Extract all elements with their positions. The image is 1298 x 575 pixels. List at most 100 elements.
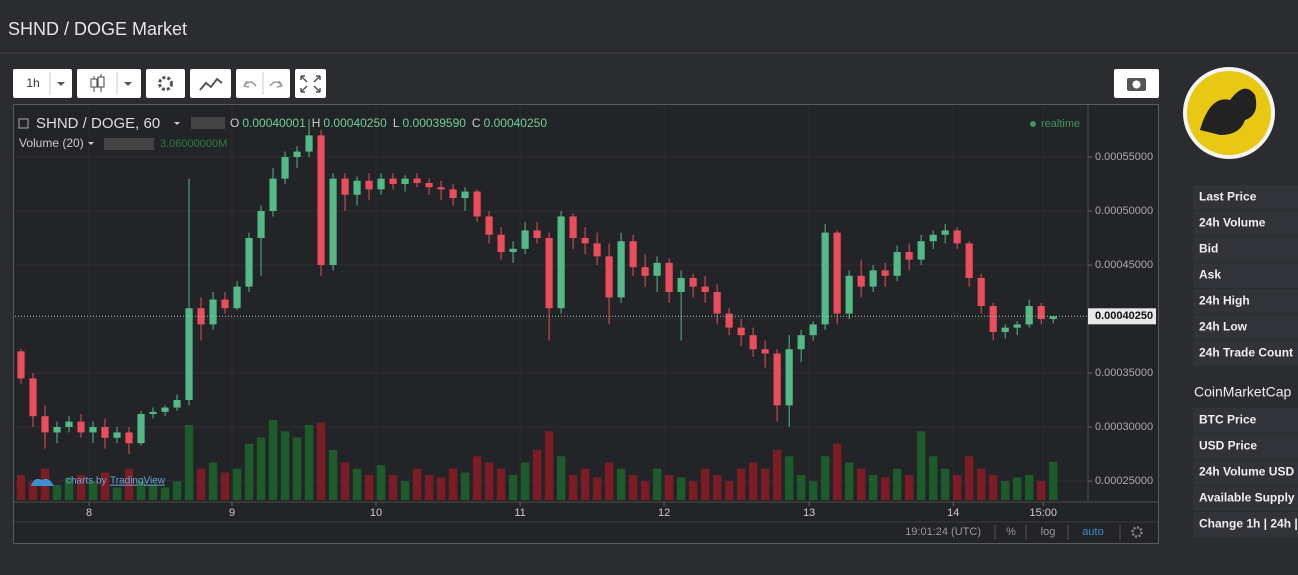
candle-body [221, 299, 229, 309]
ohlc-value: 0.00039590 [403, 116, 467, 130]
volume-bar [364, 475, 374, 500]
volume-bar [796, 475, 806, 500]
volume-bar [676, 477, 686, 500]
settings-icon[interactable] [1131, 526, 1143, 538]
candle-body [977, 277, 985, 307]
branding-prefix: charts by [66, 476, 107, 487]
volume-bar [1012, 477, 1022, 500]
ohlc-value: 0.00040001 [242, 116, 306, 130]
y-tick-label: 0.00035000 [1095, 367, 1153, 379]
volume-bar [112, 487, 122, 500]
candle-body [557, 216, 565, 309]
volume-bar [28, 481, 38, 500]
info-row [1193, 460, 1298, 485]
y-tick-label: 0.00030000 [1095, 421, 1153, 433]
candle-body [881, 270, 889, 276]
fullscreen-button[interactable] [295, 69, 326, 98]
info-label: Available Supply [1199, 491, 1295, 505]
candle-body [1049, 316, 1057, 319]
candle-body [137, 414, 145, 444]
volume-bar [316, 422, 326, 500]
candle-body [353, 180, 361, 195]
volume-bar [760, 468, 770, 500]
volume-bar [436, 477, 446, 500]
info-row [1193, 434, 1298, 459]
candle-body [593, 243, 601, 257]
volume-bar [256, 437, 266, 500]
volume-bar [532, 450, 542, 500]
info-label: Change 1h | 24h | 7d [1199, 517, 1298, 531]
volume-bar [16, 475, 26, 500]
candle-body [785, 349, 793, 406]
interval-button[interactable] [13, 69, 72, 98]
percent-toggle[interactable]: % [1006, 526, 1016, 538]
volume-bar [496, 468, 506, 500]
volume-bar [772, 450, 782, 500]
auto-toggle[interactable]: auto [1082, 526, 1103, 538]
candle-body [965, 243, 973, 278]
info-row [1193, 289, 1298, 314]
volume-bar [100, 472, 110, 500]
dropdown-icon [88, 142, 94, 145]
candle-body [29, 378, 37, 417]
candle-body [845, 275, 853, 314]
candle-body [617, 241, 625, 298]
last-price-label: 0.00040250 [1095, 310, 1153, 322]
log-toggle[interactable]: log [1041, 526, 1056, 538]
candle-body [629, 241, 637, 268]
volume-bar [460, 472, 470, 500]
volume-bar [280, 431, 290, 500]
ohlc-legend: O 0.00040001 H 0.00040250 L 0.00039590 C 0.0004… [230, 116, 547, 130]
chart-type-button[interactable] [77, 69, 141, 98]
candles-icon [90, 78, 98, 88]
candle-body [533, 230, 541, 238]
series-controls[interactable] [191, 117, 225, 129]
volume-bar [856, 468, 866, 500]
candle-body [929, 234, 937, 242]
candle-body [65, 421, 73, 427]
candle-body [389, 178, 397, 185]
tradingview-logo [31, 478, 54, 486]
candle-body [269, 178, 277, 212]
volume-bar [124, 468, 134, 500]
candle-body [953, 230, 961, 244]
candle-body [809, 324, 817, 336]
camera-icon [1132, 80, 1141, 89]
volume-bar [604, 462, 614, 500]
x-tick-label: 9 [229, 507, 235, 519]
candle-body [317, 135, 325, 265]
volume-bar [508, 475, 518, 500]
candle-body [869, 270, 877, 287]
candle-body [797, 335, 805, 350]
ohlc-name: O [230, 116, 239, 130]
settings-button[interactable] [146, 69, 185, 98]
volume-bar [1036, 481, 1046, 500]
volume-bar [388, 475, 398, 500]
candle-body [305, 135, 313, 152]
volume-controls[interactable] [104, 138, 154, 150]
volume-bar [352, 468, 362, 500]
info-label: 24h Low [1199, 320, 1248, 334]
y-tick-label: 0.00050000 [1095, 205, 1153, 217]
candle-body [1025, 306, 1033, 325]
x-tick-label: 11 [514, 507, 525, 519]
candle-body [125, 432, 133, 444]
volume-bar [184, 425, 194, 500]
clock: 19:01:24 (UTC) [905, 526, 981, 538]
symbol-label: SHND / DOGE, 60 [36, 115, 160, 132]
volume-bar [1024, 475, 1034, 500]
branding-link[interactable]: TradingView [110, 476, 166, 487]
x-tick-label: 8 [86, 507, 92, 519]
volume-bar [736, 468, 746, 500]
candle-body [773, 353, 781, 406]
indicators-button[interactable] [190, 69, 231, 98]
candle-body [689, 277, 697, 287]
candle-body [53, 426, 61, 433]
candle-body [737, 327, 745, 336]
volume-bar [892, 468, 902, 500]
ohlc-value: 0.00040250 [323, 116, 387, 130]
volume-bar [784, 456, 794, 500]
dropdown-icon [124, 82, 132, 86]
candle-body [377, 178, 385, 190]
